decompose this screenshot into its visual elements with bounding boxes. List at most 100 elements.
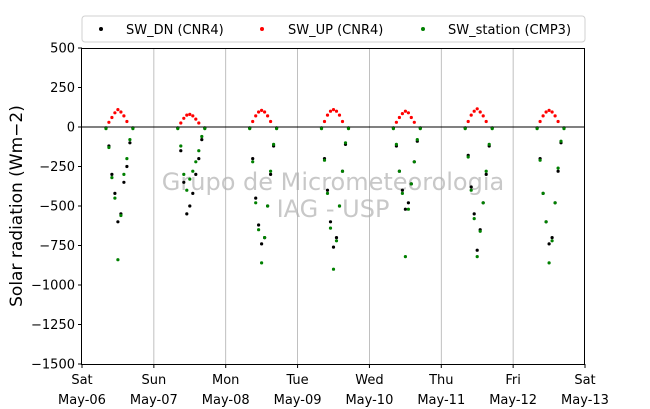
sw-station-point	[110, 176, 114, 180]
sw-station-point	[340, 169, 345, 173]
sw-dn-point	[403, 207, 407, 211]
sw-up-point	[337, 113, 342, 117]
sw-dn-point	[200, 138, 204, 142]
y-axis-title: Solar radiation (Wm−2)	[7, 105, 27, 307]
sw-station-point	[119, 213, 123, 218]
sw-up-point	[116, 108, 120, 112]
x-tick-label-day: Mon	[212, 373, 239, 388]
y-tick-label: −1000	[31, 279, 75, 294]
sw-station-point	[185, 188, 189, 192]
sw-dn-point	[325, 188, 330, 192]
sw-up-point	[406, 111, 410, 115]
x-tick-label-day: Tue	[285, 373, 308, 388]
legend-label-sw-up: SW_UP (CNR4)	[288, 23, 383, 38]
sw-station-point	[113, 196, 117, 200]
sw-station-point	[475, 255, 479, 259]
sw-dn-point	[269, 172, 273, 176]
x-tick-label-date: May-09	[274, 393, 322, 408]
sw-station-point	[472, 217, 476, 221]
y-tick-label: −1250	[31, 318, 75, 333]
x-tick-label-date: May-13	[561, 393, 609, 408]
y-tick-label: −750	[39, 239, 75, 254]
sw-station-point	[343, 141, 348, 145]
data-points	[82, 107, 585, 271]
x-tick-label-day: Fri	[505, 373, 521, 388]
sw-up-point	[400, 112, 404, 116]
y-axis: 500 250 0 −250 −500 −750 −1000 −1250 −1500	[31, 42, 82, 373]
sw-station-point	[251, 160, 255, 164]
sw-up-point	[334, 109, 339, 113]
sw-up-point	[251, 119, 255, 124]
x-tick-label-date: May-07	[130, 393, 178, 408]
sw-station-point	[466, 155, 470, 159]
sw-dn-point	[254, 196, 258, 200]
sw-dn-point	[550, 236, 554, 240]
sw-dn-point	[188, 204, 192, 208]
sw-up-point	[475, 107, 479, 111]
legend-marker-sw-station	[421, 27, 425, 31]
sw-up-point	[257, 110, 261, 114]
sw-station-point	[194, 160, 198, 164]
sw-station-point	[325, 191, 330, 195]
sw-up-point	[397, 115, 401, 120]
sw-dn-point	[128, 141, 132, 145]
legend-label-sw-dn: SW_DN (CNR4)	[126, 23, 224, 38]
sw-station-point	[547, 261, 551, 265]
sw-station-point	[334, 239, 339, 243]
sw-station-point	[331, 267, 336, 271]
x-tick-label-date: May-06	[58, 393, 106, 408]
sw-station-point	[322, 158, 327, 162]
sw-station-point	[478, 229, 482, 233]
sw-station-point	[257, 228, 261, 232]
sw-up-point	[331, 108, 336, 112]
sw-station-point	[337, 204, 342, 208]
sw-up-point	[409, 115, 413, 120]
sw-up-point	[544, 110, 548, 114]
x-axis: Sat May-06 Sun May-07 Mon May-08 Tue May-09 Wed M…	[58, 364, 609, 408]
sw-station-point	[116, 258, 120, 262]
sw-up-point	[328, 109, 333, 113]
sw-dn-point	[331, 245, 336, 249]
sw-up-point	[107, 120, 111, 124]
sw-station-point	[104, 127, 108, 131]
sw-station-point	[275, 127, 279, 131]
sw-station-point	[191, 169, 195, 173]
sw-dn-point	[547, 242, 551, 246]
sw-up-point	[185, 113, 189, 117]
x-tick-label-day: Sun	[141, 373, 166, 388]
sw-station-point	[266, 204, 270, 208]
sw-station-point	[397, 169, 401, 173]
sw-station-point	[490, 127, 494, 131]
sw-up-point	[188, 112, 192, 116]
sw-up-point	[478, 110, 482, 114]
legend: SW_DN (CNR4) SW_UP (CNR4) SW_station (CM…	[81, 15, 586, 43]
sw-up-point	[553, 114, 557, 118]
legend-label-sw-station: SW_station (CMP3)	[448, 23, 571, 38]
sw-station-point	[562, 127, 566, 131]
sw-station-point	[538, 158, 542, 162]
sw-station-point	[415, 138, 419, 142]
x-tick-label-day: Thu	[428, 373, 453, 388]
sw-dn-point	[484, 172, 488, 176]
sw-up-point	[394, 120, 398, 124]
legend-marker-sw-dn	[99, 27, 103, 31]
sw-station-point	[400, 191, 404, 195]
x-tick-label-date: May-10	[345, 393, 393, 408]
x-tick-label-date: May-08	[202, 393, 250, 408]
y-tick-label: −500	[39, 200, 75, 215]
y-tick-label: −1500	[31, 358, 75, 373]
x-tick-label-day: Wed	[355, 373, 383, 388]
sw-dn-point	[179, 149, 183, 153]
sw-up-point	[125, 119, 129, 124]
sw-station-point	[553, 201, 557, 205]
sw-dn-point	[472, 212, 476, 216]
y-tick-label: −250	[39, 160, 75, 175]
sw-up-point	[197, 121, 201, 125]
sw-dn-point	[113, 191, 117, 195]
sw-up-point	[484, 119, 488, 124]
sw-up-point	[340, 119, 345, 124]
sw-station-point	[272, 142, 276, 146]
sw-station-point	[559, 139, 563, 143]
sw-station-point	[107, 145, 111, 150]
